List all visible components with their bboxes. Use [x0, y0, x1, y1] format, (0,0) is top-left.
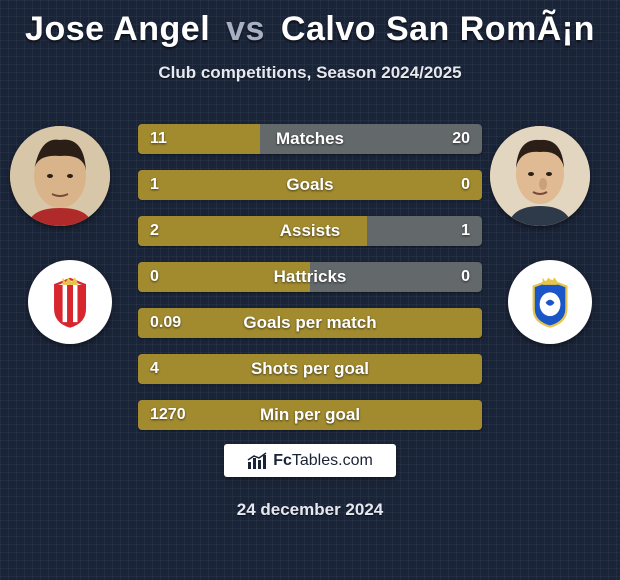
brand-rest: Tables.com — [292, 452, 373, 469]
stat-row: 0.09Goals per match — [138, 308, 482, 338]
title-vs: vs — [220, 10, 271, 48]
stat-left-value: 0 — [138, 262, 171, 292]
stat-left-value: 1270 — [138, 400, 198, 430]
stat-left-value: 2 — [138, 216, 171, 246]
stat-right-value: 1 — [449, 216, 482, 246]
stat-right-value: 0 — [449, 262, 482, 292]
stat-left-value: 0.09 — [138, 308, 193, 338]
stat-bar-left-fill — [138, 216, 367, 246]
title-player1: Jose Angel — [25, 10, 210, 48]
stat-left-value: 1 — [138, 170, 171, 200]
player1-avatar-icon — [10, 126, 110, 226]
club1-crest-icon — [44, 276, 96, 328]
player1-club-badge — [28, 260, 112, 344]
stat-right-value: 20 — [440, 124, 482, 154]
comparison-card: Jose Angel vs Calvo San RomÃ¡n Club comp… — [0, 0, 620, 580]
player2-club-badge — [508, 260, 592, 344]
title-player2: Calvo San RomÃ¡n — [281, 10, 595, 48]
player2-avatar — [490, 126, 590, 226]
stats-bars: 1120Matches10Goals21Assists00Hattricks0.… — [138, 124, 482, 446]
subtitle: Club competitions, Season 2024/2025 — [0, 63, 620, 83]
brand-logo: FcTables.com — [224, 444, 396, 477]
stat-left-value: 11 — [138, 124, 179, 154]
stat-bar-left-fill — [138, 170, 482, 200]
stat-row: 1270Min per goal — [138, 400, 482, 430]
brand-chart-icon — [247, 452, 267, 470]
footer-date: 24 december 2024 — [0, 500, 620, 520]
stat-row: 00Hattricks — [138, 262, 482, 292]
brand-text: FcTables.com — [273, 452, 373, 470]
stat-row: 10Goals — [138, 170, 482, 200]
page-title: Jose Angel vs Calvo San RomÃ¡n — [0, 10, 620, 49]
club2-crest-icon — [524, 276, 576, 328]
stat-row: 21Assists — [138, 216, 482, 246]
stat-right-value: 0 — [449, 170, 482, 200]
player2-avatar-icon — [490, 126, 590, 226]
stat-row: 1120Matches — [138, 124, 482, 154]
player1-avatar — [10, 126, 110, 226]
brand-bold: Fc — [273, 452, 292, 469]
stat-left-value: 4 — [138, 354, 171, 384]
stat-row: 4Shots per goal — [138, 354, 482, 384]
stat-bar-left-fill — [138, 354, 482, 384]
